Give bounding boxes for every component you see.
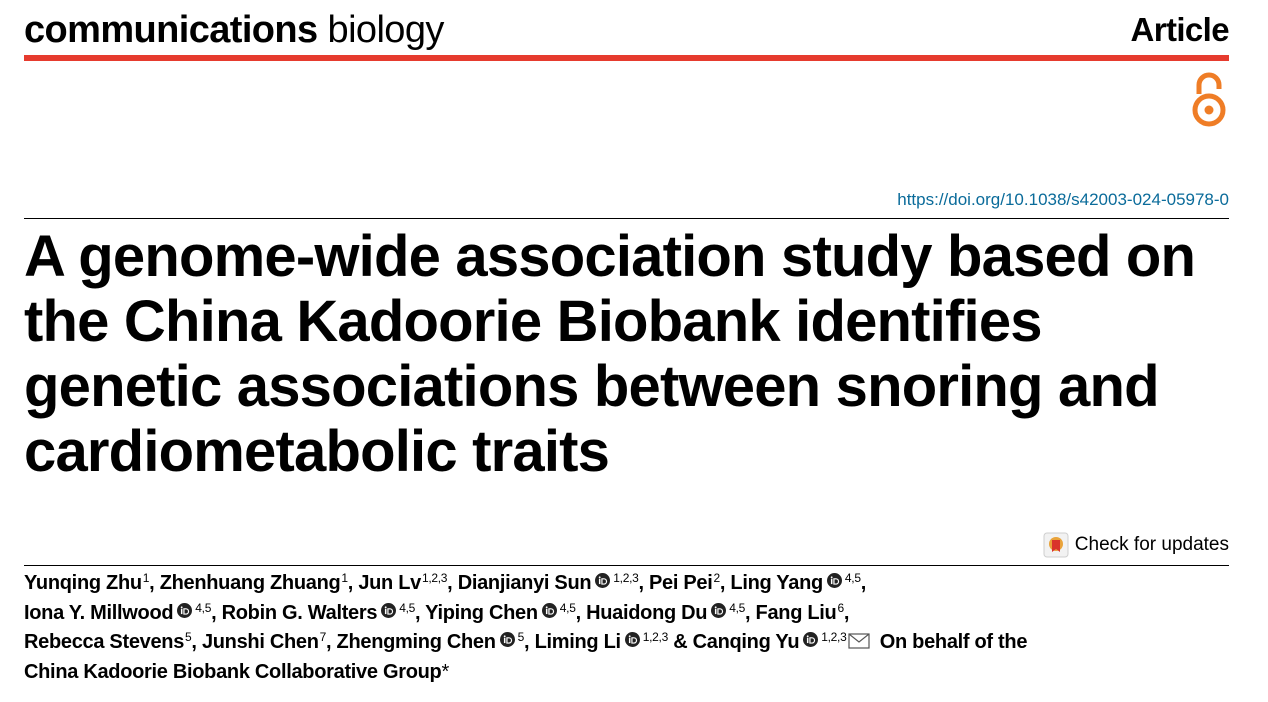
author-name[interactable]: Junshi Chen (201, 631, 319, 653)
title-top-divider (24, 218, 1229, 219)
orcid-icon[interactable] (624, 632, 640, 647)
article-title: A genome-wide association study based on… (24, 224, 1196, 484)
check-updates-icon (1043, 532, 1069, 558)
authors-top-divider (24, 565, 1229, 566)
author-separator: , (843, 601, 850, 624)
author-name[interactable]: Zhenhuang Zhuang (159, 572, 341, 594)
author-affiliation[interactable]: 4,5 (844, 571, 861, 585)
journal-name: communications biology (24, 8, 444, 52)
author-separator: , (415, 601, 426, 624)
author-name[interactable]: Rebecca Stevens (24, 631, 185, 653)
author-affiliation[interactable]: 4,5 (195, 600, 212, 615)
orcid-icon[interactable] (711, 602, 727, 618)
author-separator: , (575, 601, 587, 624)
author-affiliation[interactable]: 4,5 (559, 600, 576, 615)
author-name[interactable]: Iona Y. Millwood (24, 601, 174, 624)
author-separator: , (524, 631, 535, 653)
author-separator: , (638, 572, 650, 594)
header-rule (24, 55, 1229, 61)
author-separator: , (719, 572, 731, 594)
author-separator: , (326, 631, 337, 653)
article-type-label: Article (1130, 11, 1229, 48)
author-separator: , (347, 572, 359, 594)
orcid-icon[interactable] (803, 632, 819, 647)
envelope-icon[interactable] (848, 633, 871, 649)
author-affiliation[interactable]: 1,2,3 (613, 571, 639, 585)
author-affiliation[interactable]: 5 (185, 630, 192, 644)
doi-link[interactable]: https://doi.org/10.1038/s42003-024-05978… (897, 190, 1229, 209)
collaborative-group: On behalf of the China Kadoorie Biobank … (24, 631, 1028, 683)
author-name[interactable]: Robin G. Walters (221, 601, 378, 624)
author-separator: , (447, 572, 458, 594)
orcid-icon[interactable] (595, 573, 611, 588)
journal-name-bold: communications (24, 9, 318, 51)
collaborative-group-marker[interactable]: * (441, 660, 449, 683)
author-name[interactable]: Dianjianyi Sun (457, 572, 592, 594)
author-affiliation[interactable]: 1,2,3 (821, 630, 847, 644)
author-name[interactable]: Zhengming Chen (336, 631, 496, 653)
author-name[interactable]: Liming Li (534, 631, 621, 653)
author-affiliation[interactable]: 7 (319, 630, 327, 644)
orcid-icon[interactable] (499, 632, 515, 647)
orcid-icon[interactable] (177, 602, 193, 618)
author-separator: & (667, 631, 693, 653)
author-affiliation[interactable]: 2 (713, 571, 721, 585)
open-access-lock-icon (1192, 72, 1226, 127)
orcid-icon[interactable] (826, 573, 842, 588)
author-affiliation[interactable]: 1 (142, 571, 150, 585)
author-affiliation[interactable]: 1,2,3 (421, 571, 448, 585)
author-separator: , (191, 631, 202, 653)
author-separator: , (745, 601, 756, 624)
author-affiliation[interactable]: 1 (341, 571, 348, 585)
author-affiliation[interactable]: 1,2,3 (642, 630, 669, 644)
author-separator: , (149, 572, 160, 594)
check-updates-label: Check for updates (1074, 534, 1229, 555)
author-name[interactable]: Yunqing Zhu (24, 572, 142, 594)
journal-name-light: biology (327, 9, 445, 51)
author-name[interactable]: Yiping Chen (425, 601, 538, 624)
author-name[interactable]: Fang Liu (755, 601, 837, 624)
orcid-icon[interactable] (541, 602, 557, 618)
author-name[interactable]: Huaidong Du (586, 601, 708, 624)
author-name[interactable]: Pei Pei (649, 572, 713, 594)
check-for-updates-button[interactable]: Check for updates (1043, 532, 1229, 558)
author-affiliation[interactable]: 4,5 (399, 600, 415, 615)
author-affiliation[interactable]: 6 (837, 600, 844, 615)
author-affiliation[interactable]: 4,5 (729, 600, 746, 615)
author-separator: , (211, 601, 222, 624)
author-name[interactable]: Jun Lv (358, 572, 421, 594)
author-name[interactable]: Canqing Yu (692, 631, 800, 653)
author-separator: , (860, 572, 867, 594)
author-affiliation[interactable]: 5 (517, 630, 525, 644)
orcid-icon[interactable] (381, 602, 397, 618)
author-list: Yunqing Zhu1, Zhenhuang Zhuang1, Jun Lv1… (24, 569, 1074, 687)
author-name[interactable]: Ling Yang (730, 572, 823, 594)
